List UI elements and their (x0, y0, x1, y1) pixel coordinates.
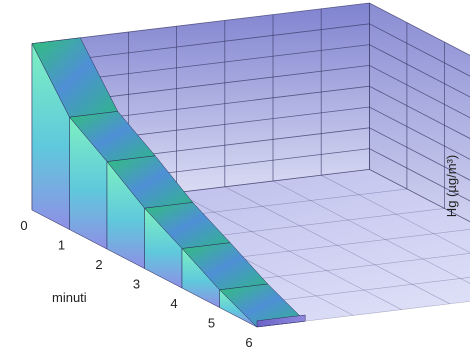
x-tick-label: 3 (133, 277, 140, 292)
y-axis-label: Hg (µg/m³) (444, 155, 459, 217)
floor-line-depth (176, 192, 402, 310)
series-end-cap (256, 314, 306, 328)
x-tick-label: 4 (170, 296, 177, 311)
x-tick-label: 6 (245, 335, 252, 350)
x-axis-ticks: 0 1 2 3 4 5 6 (20, 218, 252, 350)
x-axis-label: minuti (52, 290, 87, 305)
floor-line-depth (321, 174, 470, 253)
series-front-segment (219, 289, 258, 328)
x-tick-label: 5 (208, 316, 215, 331)
x-tick-label: 0 (20, 218, 27, 233)
floor-line-depth (272, 180, 470, 284)
floor-line-x (256, 301, 470, 328)
floor-line-depth (224, 186, 450, 305)
data-series (31, 37, 306, 328)
x-tick-label: 2 (95, 257, 102, 272)
x-tick-label: 1 (58, 238, 65, 253)
